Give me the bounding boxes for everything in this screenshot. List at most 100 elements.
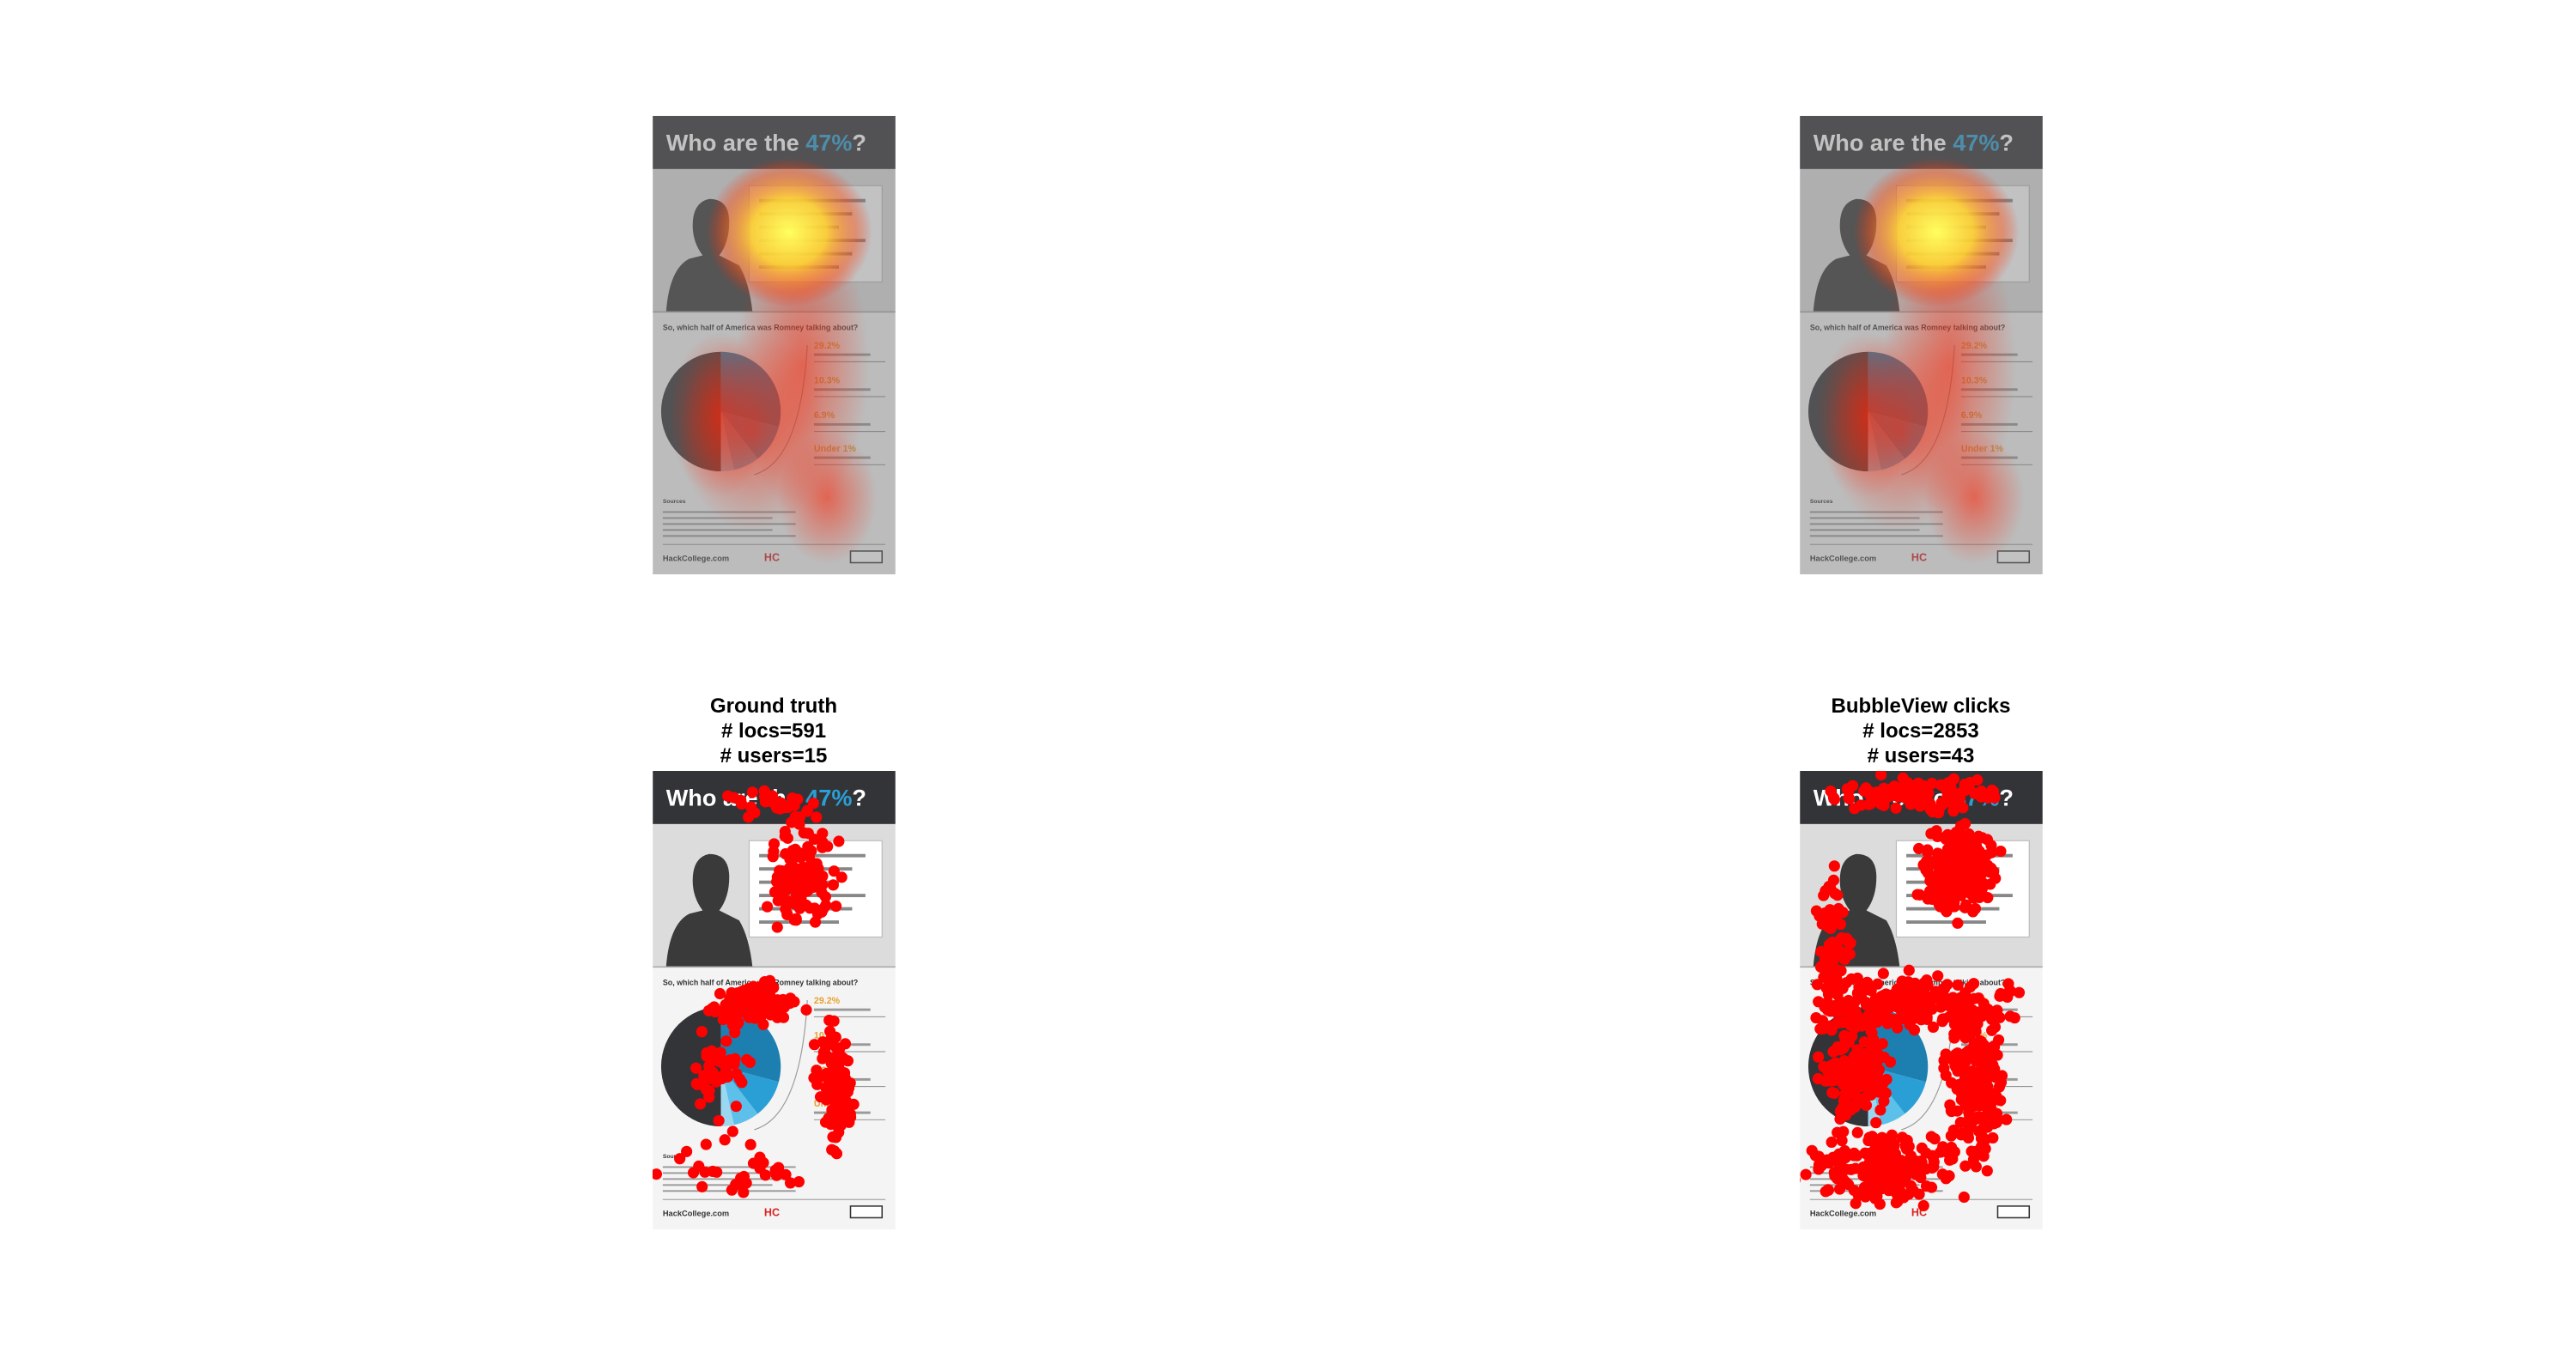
click-dot bbox=[1828, 1167, 1840, 1179]
click-dot bbox=[1972, 846, 1984, 858]
click-dot bbox=[720, 1065, 732, 1077]
click-dot bbox=[1813, 1051, 1825, 1063]
click-dot bbox=[1851, 1044, 1863, 1056]
click-dot bbox=[1947, 805, 1959, 817]
click-dot bbox=[835, 871, 848, 883]
click-dot bbox=[2004, 1010, 2016, 1022]
click-dot bbox=[803, 883, 815, 895]
click-dot bbox=[1814, 1022, 1826, 1035]
click-dot bbox=[1946, 997, 1958, 1009]
click-dot bbox=[1845, 1104, 1857, 1116]
click-dot bbox=[1952, 979, 1964, 992]
click-dot bbox=[1838, 1095, 1850, 1107]
click-dot bbox=[1878, 799, 1890, 811]
click-dot bbox=[1800, 1168, 1812, 1180]
click-dot bbox=[784, 1177, 797, 1189]
click-dot bbox=[1934, 802, 1946, 814]
click-dot bbox=[780, 848, 792, 860]
click-dot bbox=[823, 1112, 835, 1125]
click-dot bbox=[1822, 1004, 1834, 1016]
logo: HC bbox=[764, 1207, 780, 1219]
quote-line bbox=[759, 894, 866, 898]
click-dot bbox=[1959, 899, 1972, 911]
click-dot bbox=[1876, 1159, 1888, 1171]
click-dot bbox=[1959, 1068, 1971, 1080]
title-part: ? bbox=[1999, 785, 2014, 811]
click-dot bbox=[1945, 1105, 1957, 1117]
source-line bbox=[662, 1166, 796, 1168]
click-dot bbox=[1824, 946, 1836, 958]
click-dot bbox=[833, 835, 845, 847]
license-badge bbox=[849, 1205, 884, 1219]
click-dot bbox=[1932, 970, 1944, 982]
click-dot bbox=[1828, 860, 1840, 872]
click-dot bbox=[1978, 1060, 1990, 1072]
click-dot bbox=[1928, 877, 1941, 889]
click-dot bbox=[1874, 1148, 1886, 1160]
click-dot bbox=[1888, 1138, 1900, 1150]
click-dot bbox=[770, 1169, 782, 1181]
click-dot bbox=[1838, 1144, 1851, 1157]
click-dot bbox=[728, 1058, 740, 1070]
click-dot bbox=[1929, 1133, 1941, 1145]
click-dot bbox=[1838, 998, 1850, 1010]
click-dot bbox=[1866, 1027, 1878, 1039]
click-dot bbox=[1920, 1180, 1933, 1192]
click-dot bbox=[1824, 904, 1836, 916]
click-dot bbox=[817, 1053, 829, 1065]
click-dot bbox=[743, 991, 755, 1003]
click-dot bbox=[708, 1001, 720, 1013]
click-dot bbox=[1969, 902, 1982, 915]
click-dot bbox=[1989, 1021, 2002, 1033]
click-dot bbox=[703, 1060, 715, 1072]
click-dot bbox=[1955, 998, 1967, 1010]
click-dot bbox=[809, 902, 821, 914]
click-dot bbox=[720, 1035, 732, 1047]
click-dot bbox=[756, 1002, 769, 1014]
click-dot bbox=[729, 1027, 741, 1039]
click-dot bbox=[1870, 1117, 1882, 1129]
click-dot bbox=[1832, 902, 1844, 915]
click-dot bbox=[1936, 1168, 1948, 1180]
click-dot bbox=[696, 1026, 708, 1038]
click-dot bbox=[1927, 1151, 1940, 1164]
click-dot bbox=[1851, 1126, 1863, 1138]
click-dot bbox=[1985, 840, 1997, 852]
click-dot bbox=[771, 921, 783, 933]
title-part: 47% bbox=[1953, 130, 1999, 156]
bracket bbox=[754, 999, 808, 1131]
click-dot bbox=[1833, 1072, 1845, 1084]
click-dot bbox=[732, 987, 744, 999]
click-dot bbox=[1907, 992, 1919, 1004]
click-dot bbox=[1954, 1116, 1966, 1129]
click-dot bbox=[700, 1138, 712, 1150]
click-dot bbox=[1968, 1016, 1980, 1028]
click-dot bbox=[1994, 990, 2006, 1002]
source-line bbox=[1809, 535, 1943, 537]
click-dot bbox=[798, 827, 810, 839]
click-dot bbox=[674, 1153, 686, 1165]
click-dot bbox=[1935, 779, 1947, 791]
title-part: ? bbox=[1999, 130, 2014, 156]
click-dot bbox=[780, 903, 792, 915]
click-dot bbox=[828, 1015, 840, 1027]
click-dot bbox=[1877, 968, 1889, 980]
click-dot bbox=[1828, 1045, 1840, 1057]
footer: HackCollege.com bbox=[1810, 1210, 1876, 1218]
click-dot bbox=[1878, 1052, 1890, 1064]
click-dot bbox=[1962, 1045, 1975, 1057]
click-dot bbox=[780, 1168, 792, 1180]
click-dot bbox=[1868, 1001, 1880, 1013]
infographic-title: Who are the 47%? bbox=[666, 130, 866, 156]
click-dot bbox=[1800, 1177, 1801, 1183]
click-dot bbox=[1866, 1039, 1878, 1051]
click-dot bbox=[1889, 1181, 1901, 1193]
click-dot bbox=[738, 1170, 750, 1183]
click-dot bbox=[1955, 1129, 1967, 1141]
click-dot bbox=[1866, 1131, 1879, 1143]
click-dot bbox=[807, 798, 819, 810]
click-dot bbox=[1981, 849, 1993, 861]
heat-region bbox=[669, 331, 769, 498]
caption-line: BubbleView clicks bbox=[1831, 695, 2011, 718]
